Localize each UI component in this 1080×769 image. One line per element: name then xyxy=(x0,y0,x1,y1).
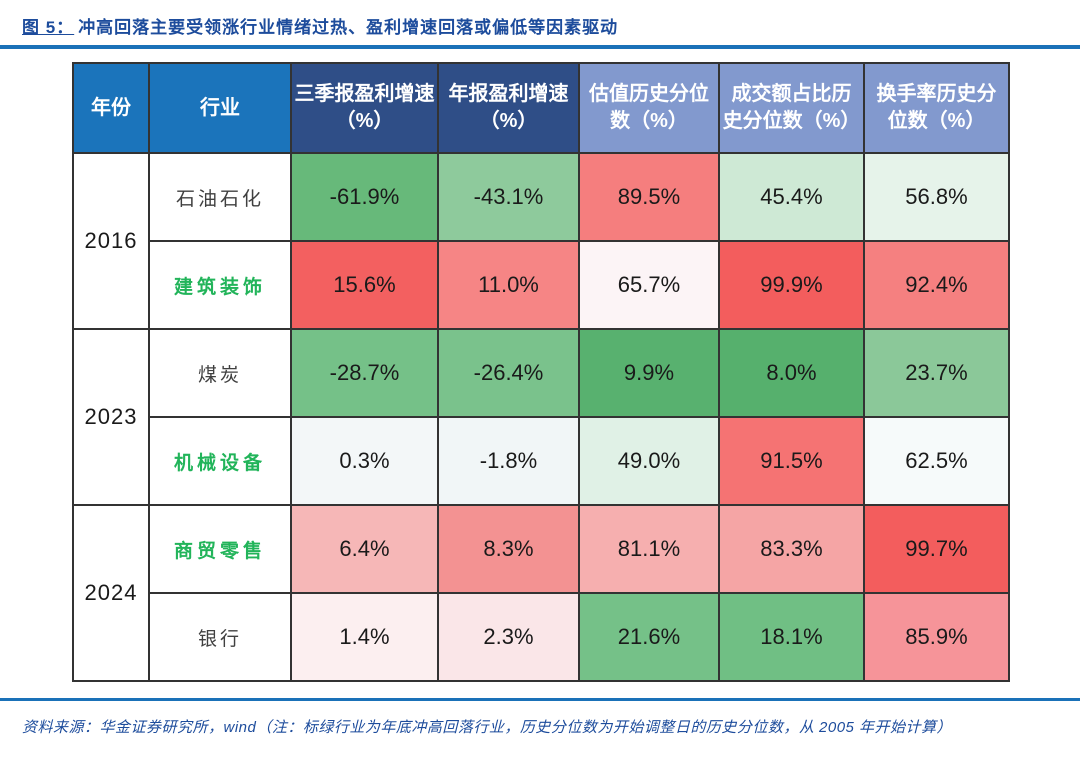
value-cell: 15.6% xyxy=(290,240,439,330)
title-divider-rule xyxy=(0,45,1080,49)
industry-cell: 煤炭 xyxy=(148,328,292,418)
value-cell: 81.1% xyxy=(578,504,720,594)
table-row: 2024 商贸零售 6.4% 8.3% 81.1% 83.3% 99.7% xyxy=(72,504,1010,682)
value-cell: 23.7% xyxy=(863,328,1010,418)
value-cell: 91.5% xyxy=(718,416,865,506)
value-cell: 8.0% xyxy=(718,328,865,418)
year-cell: 2016 xyxy=(72,152,150,330)
value-cell: 89.5% xyxy=(578,152,720,242)
column-header: 三季报盈利增速（%） xyxy=(290,62,439,154)
column-header: 换手率历史分位数（%） xyxy=(863,62,1010,154)
value-cell: 0.3% xyxy=(290,416,439,506)
value-cell: 1.4% xyxy=(290,592,439,682)
value-cell: 21.6% xyxy=(578,592,720,682)
year-cell: 2023 xyxy=(72,328,150,506)
industry-cell: 商贸零售 xyxy=(148,504,292,594)
value-cell: 2.3% xyxy=(437,592,580,682)
value-cell: -43.1% xyxy=(437,152,580,242)
value-cell: 99.9% xyxy=(718,240,865,330)
value-cell: 18.1% xyxy=(718,592,865,682)
column-header: 年报盈利增速（%） xyxy=(437,62,580,154)
table-row: 建筑装饰 15.6% 11.0% 65.7% 99.9% 92.4% xyxy=(73,240,1010,330)
value-cell: -26.4% xyxy=(437,328,580,418)
value-cell: 8.3% xyxy=(437,504,580,594)
value-cell: 92.4% xyxy=(863,240,1010,330)
industry-cell: 石油石化 xyxy=(148,152,292,242)
value-cell: 6.4% xyxy=(290,504,439,594)
value-cell: -61.9% xyxy=(290,152,439,242)
value-cell: -28.7% xyxy=(290,328,439,418)
table-row: 2016 石油石化 -61.9% -43.1% 89.5% 45.4% 56.8% xyxy=(72,152,1010,330)
figure-title: 图 5： 冲高回落主要受领涨行业情绪过热、盈利增速回落或偏低等因素驱动 xyxy=(0,0,1080,38)
value-cell: 9.9% xyxy=(578,328,720,418)
figure-title-text: 冲高回落主要受领涨行业情绪过热、盈利增速回落或偏低等因素驱动 xyxy=(78,18,619,37)
figure-table: 年份 行业 三季报盈利增速（%） 年报盈利增速（%） 估值历史分位数（%） 成交额占比历史… xyxy=(72,62,1010,682)
value-cell: 56.8% xyxy=(863,152,1010,242)
value-cell: 45.4% xyxy=(718,152,865,242)
column-header: 年份 xyxy=(72,62,150,154)
table-header-row: 年份 行业 三季报盈利增速（%） 年报盈利增速（%） 估值历史分位数（%） 成交额占比历史… xyxy=(72,62,1010,154)
value-cell: 83.3% xyxy=(718,504,865,594)
value-cell: -1.8% xyxy=(437,416,580,506)
industry-cell: 建筑装饰 xyxy=(148,240,292,330)
column-header: 估值历史分位数（%） xyxy=(578,62,720,154)
value-cell: 65.7% xyxy=(578,240,720,330)
table-row: 银行 1.4% 2.3% 21.6% 18.1% 85.9% xyxy=(73,592,1010,682)
column-header: 成交额占比历史分位数（%） xyxy=(718,62,865,154)
industry-cell: 银行 xyxy=(148,592,292,682)
column-header: 行业 xyxy=(148,62,292,154)
value-cell: 11.0% xyxy=(437,240,580,330)
industry-cell: 机械设备 xyxy=(148,416,292,506)
footer-divider-rule xyxy=(0,698,1080,701)
value-cell: 62.5% xyxy=(863,416,1010,506)
table-row: 机械设备 0.3% -1.8% 49.0% 91.5% 62.5% xyxy=(73,416,1010,506)
value-cell: 49.0% xyxy=(578,416,720,506)
year-cell: 2024 xyxy=(72,504,150,682)
source-note: 资料来源：华金证券研究所，wind（注：标绿行业为年底冲高回落行业，历史分位数为… xyxy=(22,719,953,736)
value-cell: 85.9% xyxy=(863,592,1010,682)
table-row: 2023 煤炭 -28.7% -26.4% 9.9% 8.0% 23.7% xyxy=(72,328,1010,506)
value-cell: 99.7% xyxy=(863,504,1010,594)
figure-number: 图 5： xyxy=(22,18,75,37)
